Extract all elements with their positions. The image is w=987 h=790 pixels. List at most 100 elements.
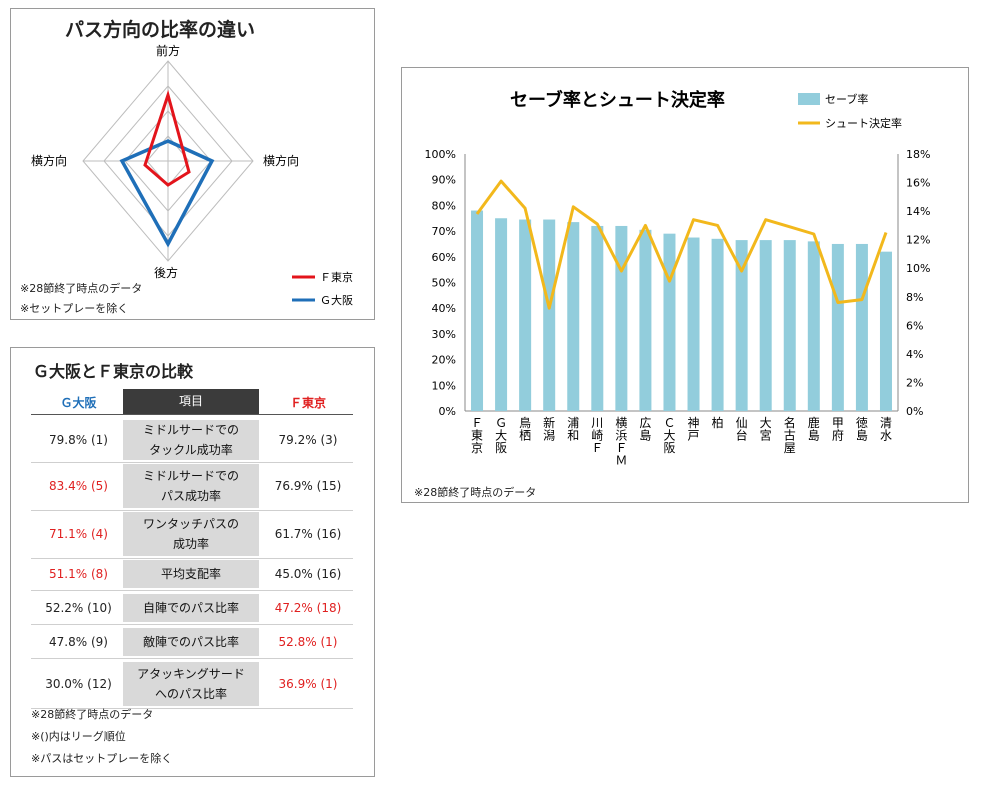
x-tick-label: 柏 <box>712 415 724 430</box>
bar-save-rate <box>663 233 676 411</box>
header-fc-tokyo: Ｆ東京 <box>289 396 326 410</box>
save-shot-chart: セーブ率とシュート決定率 セーブ率 シュート決定率 0% 10% 20% 30% 40%… <box>425 89 931 468</box>
y-left-tick: 10% <box>432 379 456 392</box>
x-tick-label: 鳥栖 <box>519 415 531 443</box>
header-g-osaka: Ｇ大阪 <box>60 396 97 410</box>
row-divider <box>31 462 353 463</box>
y-left-tick: 80% <box>432 199 456 212</box>
bar-save-rate <box>735 240 748 411</box>
radar-series-g-osaka <box>119 139 215 248</box>
g-osaka-value: 51.1% (8) <box>49 567 108 581</box>
item-label: ワンタッチパスの 成功率 <box>123 512 259 556</box>
comparison-note-3: ※パスはセットプレーを除く <box>31 752 173 765</box>
bar-save-rate <box>759 240 772 411</box>
y-right-tick: 4% <box>906 348 923 361</box>
chart-title: セーブ率とシュート決定率 <box>510 89 725 111</box>
y-right-tick: 16% <box>906 177 930 190</box>
bar-save-rate <box>495 218 508 411</box>
radar-title: パス方向の比率の違い <box>65 19 256 41</box>
bar-save-rate <box>639 229 652 411</box>
fc-tokyo-value: 76.9% (15) <box>274 479 342 493</box>
radar-chart: 前方 横方向 後方 横方向 Ｆ東京 Ｇ大阪 <box>31 43 353 307</box>
chart-note: ※28節終了時点のデータ <box>414 486 537 499</box>
x-tick-label: Ｃ大阪 <box>663 416 675 455</box>
x-tick-label: 広島 <box>639 416 651 443</box>
radar-axis-left: 横方向 <box>31 153 67 168</box>
comparison-note-2: ※()内はリーグ順位 <box>31 730 126 743</box>
g-osaka-value: 30.0% (12) <box>45 677 112 691</box>
y-right-tick: 12% <box>906 234 930 247</box>
bar-save-rate <box>687 237 700 411</box>
comparison-title: Ｇ大阪とＦ東京の比較 <box>33 362 194 381</box>
bar-save-rate <box>783 240 796 411</box>
row-divider <box>31 558 353 559</box>
row-divider <box>31 658 353 659</box>
bar-save-rate <box>543 219 556 411</box>
item-label: 自陣でのパス比率 <box>123 594 259 622</box>
legend-fc-tokyo: Ｆ東京 <box>320 270 353 284</box>
save-shot-chart-panel: セーブ率とシュート決定率 セーブ率 シュート決定率 0% 10% 20% 30% 40%… <box>401 67 969 503</box>
comparison-note-1: ※28節終了時点のデータ <box>31 708 154 721</box>
x-tick-label: 甲府 <box>832 416 844 443</box>
x-tick-label: 名古屋 <box>784 415 796 455</box>
y-left-tick: 0% <box>439 405 456 418</box>
item-label: 敵陣でのパス比率 <box>123 628 259 656</box>
header-item: 項目 <box>123 389 259 414</box>
y-left-tick: 90% <box>432 174 456 187</box>
y-left-tick: 50% <box>432 277 456 290</box>
legend-save-rate: セーブ率 <box>825 92 868 106</box>
bar-save-rate <box>519 219 532 411</box>
g-osaka-value: 52.2% (10) <box>45 601 112 615</box>
radar-axis-front: 前方 <box>156 43 180 58</box>
y-left-tick: 30% <box>432 328 456 341</box>
y-right-tick: 10% <box>906 262 930 275</box>
fc-tokyo-value: 45.0% (16) <box>274 567 342 581</box>
bar-save-rate <box>711 238 724 411</box>
g-osaka-value: 71.1% (4) <box>49 527 108 541</box>
fc-tokyo-value: 47.2% (18) <box>274 601 342 615</box>
y-right-tick: 6% <box>906 319 923 332</box>
fc-tokyo-value: 36.9% (1) <box>278 677 338 691</box>
legend-g-osaka: Ｇ大阪 <box>320 293 353 307</box>
x-tick-label: Ｇ大阪 <box>495 416 507 455</box>
x-tick-label: 鹿島 <box>808 415 820 443</box>
radar-axis-right: 横方向 <box>263 153 299 168</box>
bar-save-rate <box>471 210 484 411</box>
bar-save-rate <box>567 222 580 411</box>
item-label: 平均支配率 <box>123 560 259 588</box>
x-tick-label: Ｆ東京 <box>471 416 483 455</box>
y-right-tick: 0% <box>906 405 923 418</box>
legend-swatch-save <box>798 93 820 105</box>
x-tick-label: 横浜ＦＭ <box>615 416 627 468</box>
x-tick-label: 川崎Ｆ <box>591 416 603 455</box>
row-divider <box>31 590 353 591</box>
row-divider <box>31 708 353 709</box>
radar-note-2: ※セットプレーを除く <box>20 302 129 315</box>
g-osaka-value: 83.4% (5) <box>49 479 108 493</box>
comparison-panel: Ｇ大阪とＦ東京の比較 Ｇ大阪 項目 Ｆ東京 79.8% (1) ミドルサードでの … <box>10 347 375 777</box>
bar-save-rate <box>615 225 628 411</box>
y-left-tick: 20% <box>432 354 456 367</box>
x-tick-label: 徳島 <box>856 415 868 443</box>
bar-save-rate <box>591 225 604 411</box>
bar-save-rate <box>807 241 820 411</box>
x-tick-label: 浦和 <box>567 416 579 443</box>
radar-series-fc-tokyo <box>143 89 191 187</box>
y-left-tick: 70% <box>432 225 456 238</box>
fc-tokyo-value: 52.8% (1) <box>278 635 338 649</box>
x-tick-label: 大宮 <box>760 416 772 443</box>
x-tick-label: 清水 <box>880 416 892 443</box>
chart-legend: セーブ率 シュート決定率 <box>798 92 902 130</box>
y-right-tick: 2% <box>906 376 923 389</box>
bar-save-rate <box>831 243 844 411</box>
radar-legend: Ｆ東京 Ｇ大阪 <box>292 270 353 307</box>
y-left-tick: 100% <box>425 148 456 161</box>
g-osaka-value: 79.8% (1) <box>49 433 108 447</box>
bar-save-rate <box>855 243 868 411</box>
g-osaka-value: 47.8% (9) <box>49 635 108 649</box>
row-divider <box>31 510 353 511</box>
y-left-tick: 40% <box>432 302 456 315</box>
y-right-tick: 8% <box>906 291 923 304</box>
item-label: ミドルサードでの パス成功率 <box>123 464 259 508</box>
x-tick-label: 仙台 <box>736 416 748 443</box>
